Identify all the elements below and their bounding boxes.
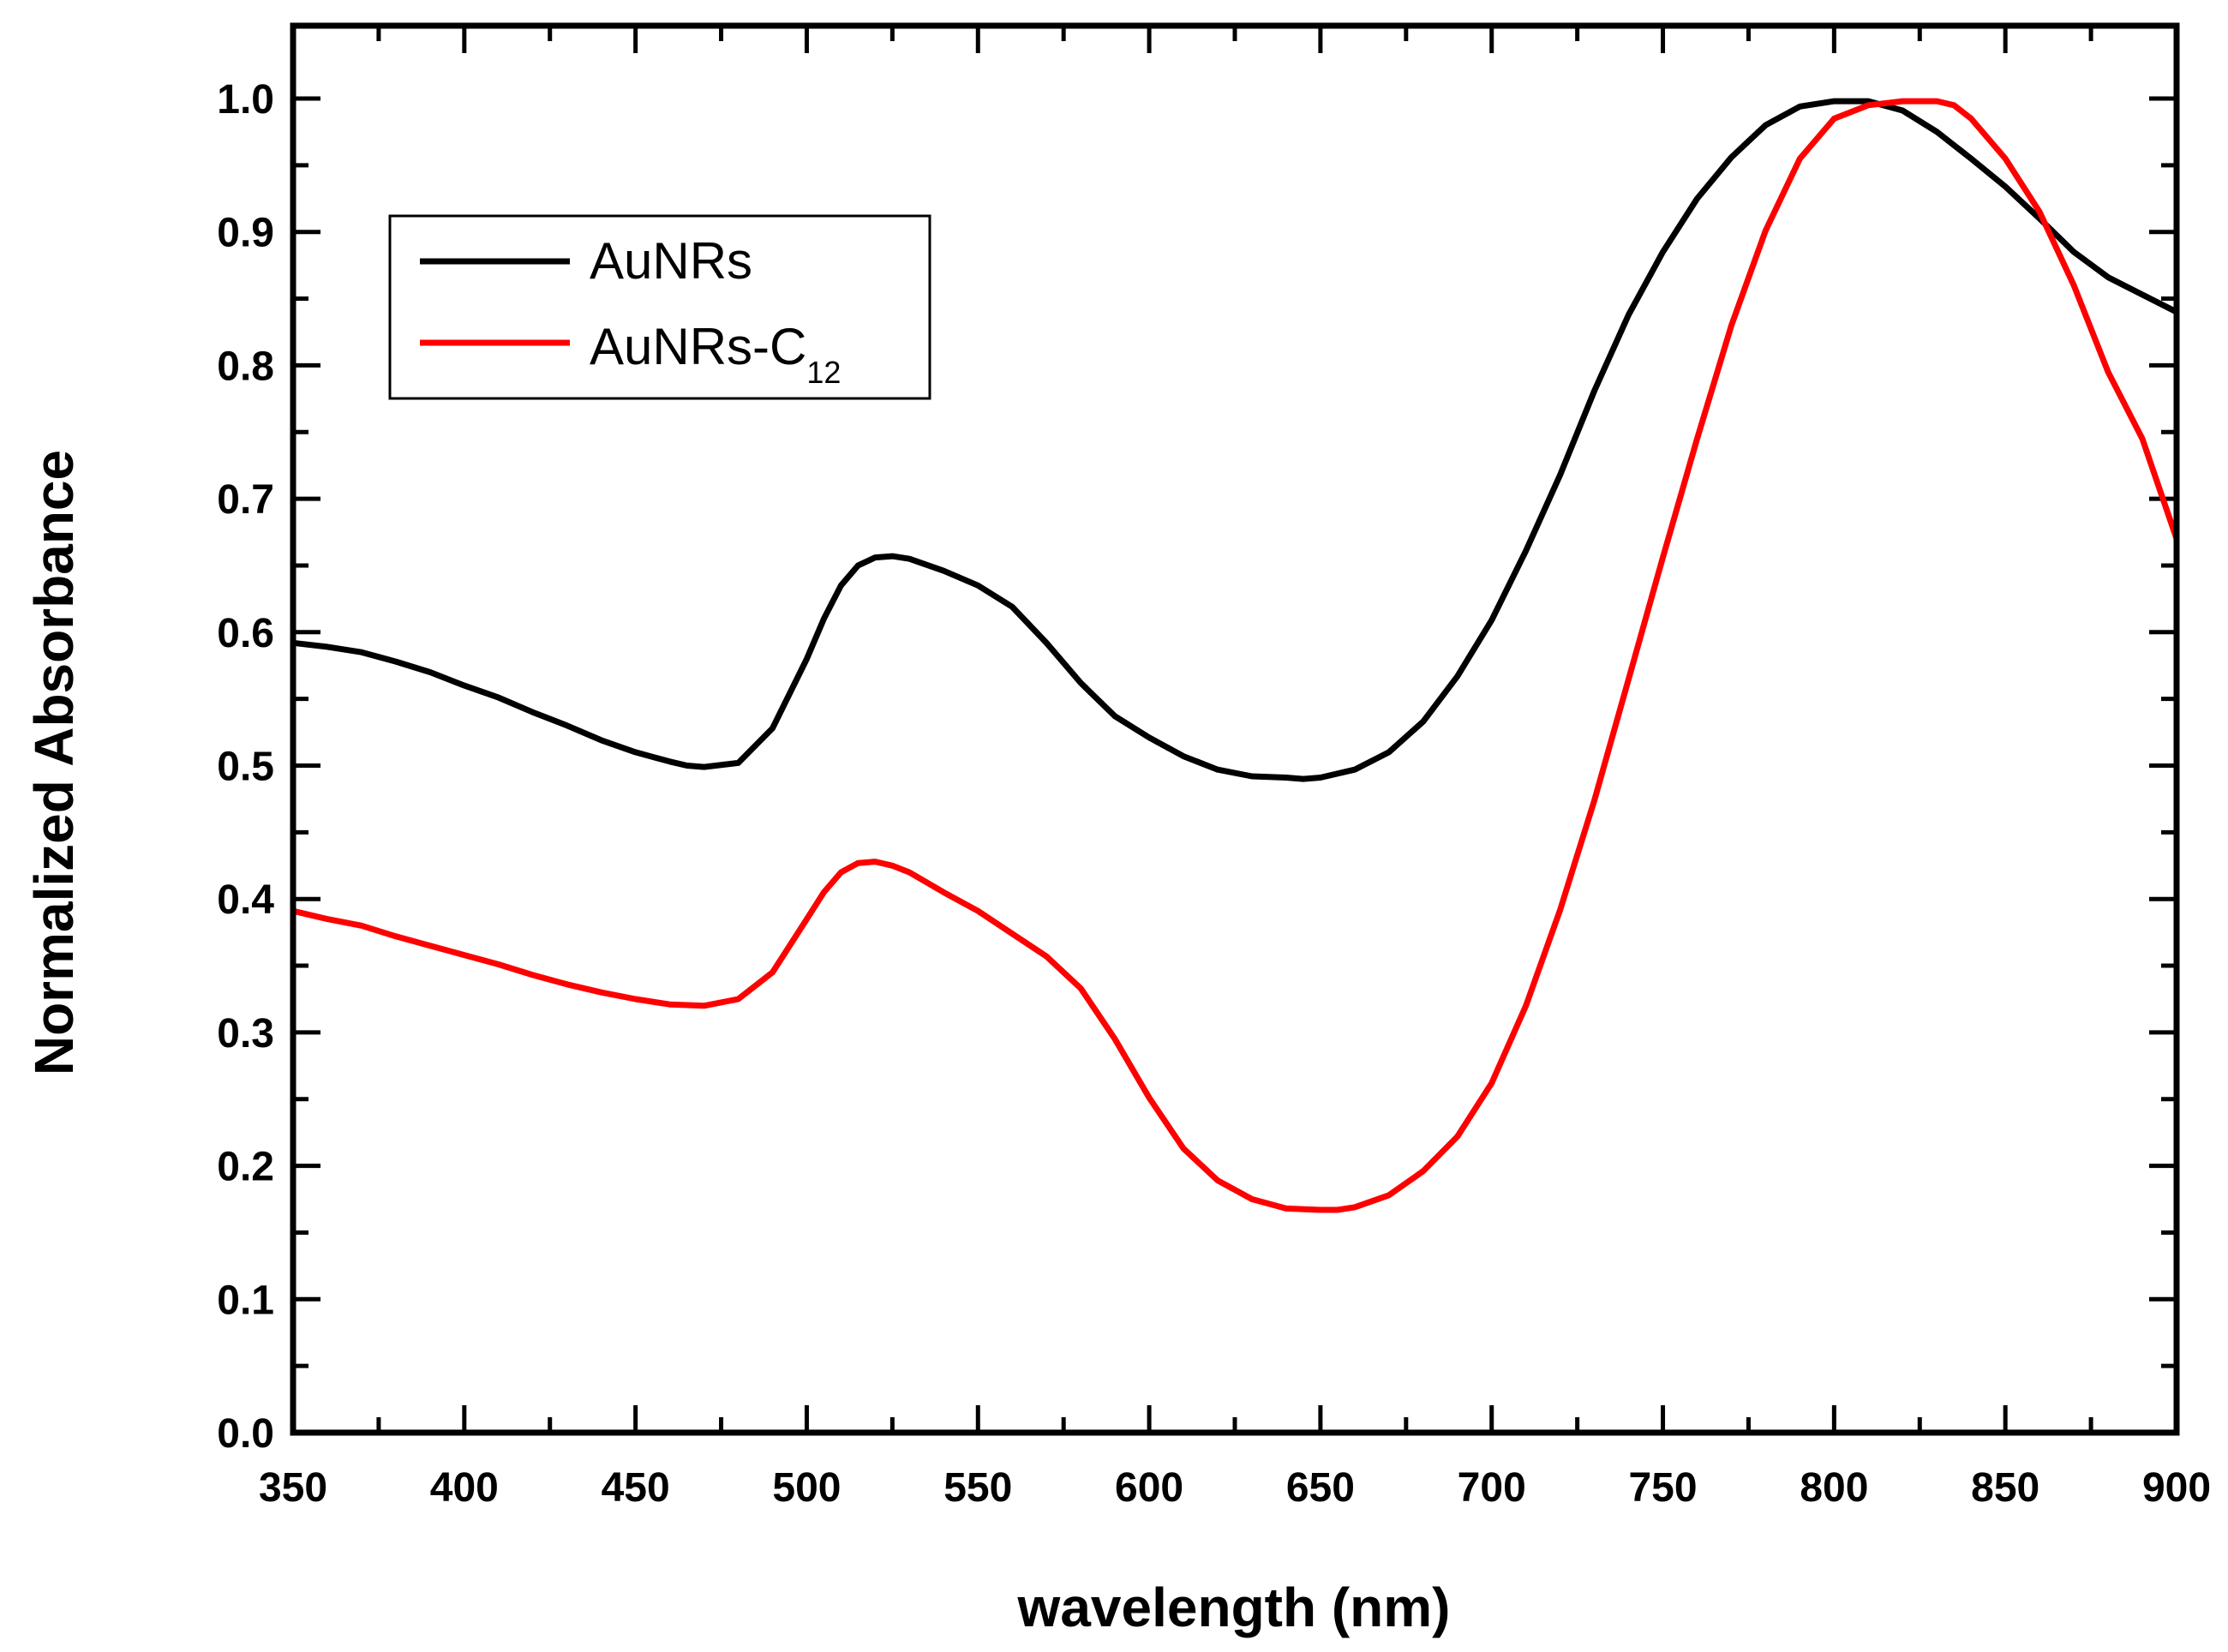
series-line-aunrs-c12: [290, 98, 2180, 1213]
x-tick-label: 700: [1458, 1465, 1526, 1511]
x-tick-label: 800: [1800, 1465, 1868, 1511]
x-tick-label: 550: [943, 1465, 1012, 1511]
legend-label-aunrs-c12: AuNRs-C12: [590, 318, 841, 390]
legend-box: [388, 214, 931, 400]
series-layer: [290, 98, 2180, 1213]
plot-frame: [290, 22, 2180, 1436]
x-axis-title: wavelength (nm): [1017, 1577, 1451, 1638]
x-tick-label: 850: [1971, 1465, 2039, 1511]
y-tick-label: 0.2: [217, 1145, 274, 1190]
legend-label-aunrs-c12-sub: 12: [806, 355, 841, 390]
y-tick-label: 0.1: [217, 1278, 274, 1323]
series-line-aunrs: [290, 98, 2180, 782]
y-axis-tick-labels: 0.0 0.1 0.2 0.3 0.4 0.5 0.6 0.7 0.8 0.9 1.0: [217, 77, 274, 1457]
x-axis-tick-labels: 350 400 450 500 550 600 650 700 750 800 850 900: [259, 1465, 2211, 1511]
x-tick-label: 750: [1628, 1465, 1697, 1511]
x-tick-label: 900: [2142, 1465, 2211, 1511]
y-tick-label: 0.8: [217, 344, 274, 389]
y-tick-label: 0.0: [217, 1411, 274, 1457]
x-tick-label: 400: [430, 1465, 499, 1511]
x-tick-label: 350: [259, 1465, 327, 1511]
y-tick-label: 0.5: [217, 745, 274, 790]
y-axis-title: Normalized Absorbance: [23, 450, 85, 1075]
legend-label-aunrs: AuNRs: [590, 232, 752, 290]
legend: AuNRs AuNRs-C12: [388, 214, 931, 400]
y-tick-label: 0.4: [217, 877, 274, 923]
x-tick-label: 650: [1286, 1465, 1355, 1511]
y-tick-label: 1.0: [217, 77, 274, 123]
x-tick-label: 450: [602, 1465, 670, 1511]
y-tick-label: 0.3: [217, 1011, 274, 1056]
x-tick-label: 600: [1115, 1465, 1183, 1511]
x-tick-label: 500: [772, 1465, 841, 1511]
y-tick-label: 0.6: [217, 611, 274, 656]
y-tick-label: 0.7: [217, 477, 274, 523]
legend-label-aunrs-c12-main: AuNRs-C: [590, 318, 806, 375]
y-tick-label: 0.9: [217, 211, 274, 256]
